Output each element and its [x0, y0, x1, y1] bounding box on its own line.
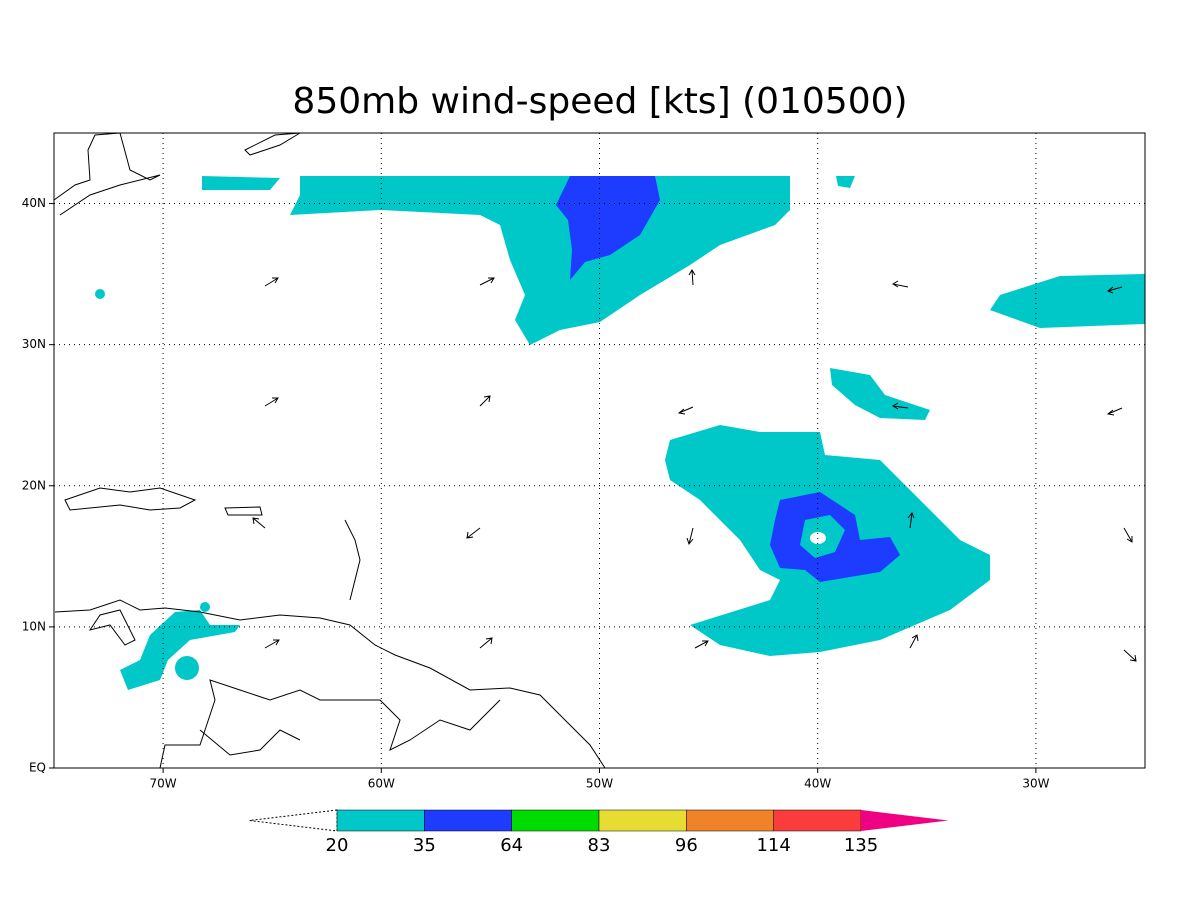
wind-arrow [466, 527, 481, 539]
colorbar-triangle [249, 809, 338, 832]
wind-arrow [1106, 407, 1123, 416]
coastline [224, 506, 263, 516]
colorbar-triangle [861, 810, 949, 831]
wind-contour [202, 176, 280, 190]
wind-arrow [1123, 527, 1133, 543]
wind-arrow [688, 269, 696, 286]
y-tick-label: 10N [22, 619, 46, 633]
wind-contour [836, 176, 855, 188]
wind-arrow [479, 637, 493, 649]
colorbar-label: 64 [500, 835, 523, 856]
colorbar-box [511, 809, 600, 832]
wind-contour [290, 176, 790, 345]
x-tick-label: 70W [150, 777, 177, 791]
colorbar-label: 135 [844, 835, 878, 856]
coastline [64, 487, 197, 511]
wind-arrow [1107, 286, 1123, 294]
coastline [53, 132, 161, 216]
wind-arrow [686, 527, 694, 546]
colorbar-label: 83 [588, 835, 611, 856]
coastlines [53, 132, 606, 769]
colorbar-box [336, 809, 425, 832]
wind-arrow [907, 512, 915, 529]
wind-arrow [479, 395, 491, 407]
x-tick-label: 60W [368, 777, 395, 791]
coastline [54, 599, 606, 769]
colorbar-box [686, 809, 774, 832]
wind-arrow [892, 280, 909, 288]
coastline [199, 729, 301, 756]
wind-arrow [677, 406, 694, 415]
wind-contour [175, 656, 199, 680]
wind-arrow [264, 277, 279, 287]
colorbar-box [598, 809, 687, 832]
wind-arrow [479, 277, 495, 286]
wind-arrow [264, 639, 280, 649]
coastline [88, 609, 136, 646]
wind-arrow [909, 634, 919, 649]
wind-arrows [252, 269, 1137, 662]
coastline [159, 679, 501, 769]
coastline [244, 132, 301, 156]
colorbar-label: 20 [326, 835, 349, 856]
wind-contour [830, 368, 930, 420]
y-tick-label: 40N [22, 196, 46, 210]
y-tick-label: EQ [29, 761, 46, 775]
y-tick-label: 20N [22, 478, 46, 492]
colorbar-box [773, 809, 862, 832]
x-tick-label: 50W [586, 777, 613, 791]
colorbar-label: 96 [675, 835, 698, 856]
coastline [344, 519, 361, 601]
wind-arrow [694, 640, 709, 649]
map-title: 850mb wind-speed [kts] (010500) [292, 81, 907, 122]
wind-arrow [252, 517, 266, 529]
wind-contour [120, 610, 240, 690]
y-tick-label: 30N [22, 337, 46, 351]
colorbar-box [424, 809, 512, 832]
colorbar-label: 35 [413, 835, 436, 856]
wind-contour [556, 176, 660, 280]
colorbar-label: 114 [756, 835, 790, 856]
x-tick-label: 40W [804, 777, 831, 791]
wind-arrow [264, 397, 279, 407]
wind-arrow [1123, 649, 1137, 662]
wind-arrow [892, 402, 909, 410]
x-tick-label: 30W [1022, 777, 1049, 791]
wind-contour [95, 289, 105, 299]
wind-contour [200, 602, 210, 612]
wind-contour [990, 274, 1145, 328]
wind-fields [95, 176, 1145, 690]
